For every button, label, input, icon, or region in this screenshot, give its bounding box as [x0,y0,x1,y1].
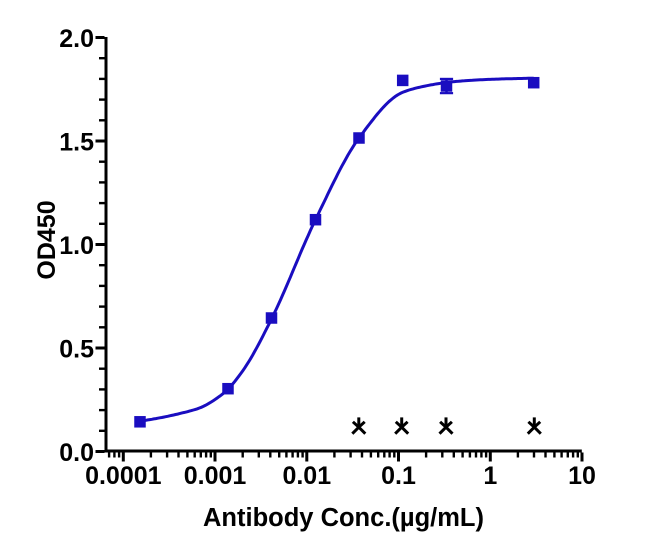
svg-text:0.1: 0.1 [381,462,416,490]
svg-text:0.5: 0.5 [59,336,94,364]
svg-text:0.01: 0.01 [282,462,331,490]
svg-text:0.001: 0.001 [184,462,247,490]
svg-text:OD450: OD450 [33,200,61,279]
svg-text:0.0: 0.0 [59,439,94,467]
svg-text:Antibody Conc.(µg/mL): Antibody Conc.(µg/mL) [203,504,484,532]
svg-text:1: 1 [483,462,497,490]
svg-text:10: 10 [568,462,596,490]
svg-text:2.0: 2.0 [59,25,94,53]
svg-text:0.0001: 0.0001 [85,462,162,490]
svg-text:1.0: 1.0 [59,232,94,260]
svg-text:1.5: 1.5 [59,129,94,157]
